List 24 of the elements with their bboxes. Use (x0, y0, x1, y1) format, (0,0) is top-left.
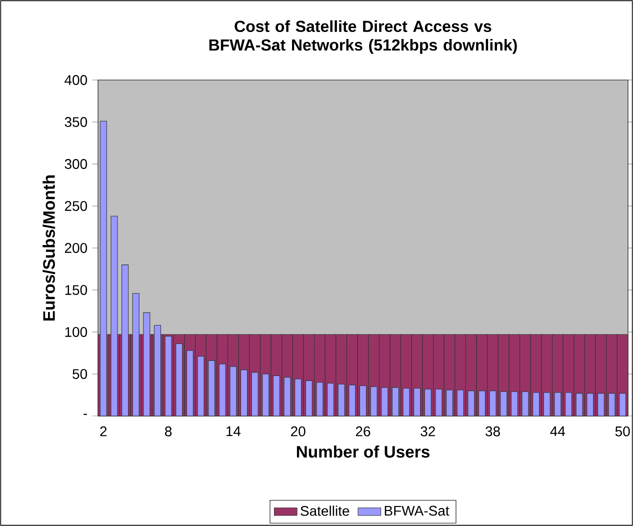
bar (143, 312, 150, 416)
x-tick-label: 20 (291, 426, 306, 436)
y-tick-label: 250 (64, 201, 88, 211)
x-axis-title: Number of Users (296, 445, 430, 458)
x-tick-label: 44 (550, 426, 566, 436)
legend-label: Satellite (300, 506, 350, 516)
x-tick-label: 38 (486, 426, 500, 436)
y-tick-label: 400 (64, 75, 88, 85)
x-tick-label: 2 (100, 426, 107, 436)
x-tick-label: 14 (226, 426, 241, 436)
y-axis-title: Euros/Subs/Month (42, 175, 56, 321)
y-tick-label: - (84, 414, 87, 415)
x-tick-label: 50 (615, 426, 630, 436)
y-tick-label: 100 (65, 327, 88, 337)
y-tick-label: 150 (65, 285, 88, 295)
y-tick-label: 350 (64, 117, 88, 127)
chart-title: Cost of Satellite Direct Access vs BFWA-Sat Networks (512kbps downlink) (209, 20, 517, 54)
y-tick-label: 300 (64, 159, 88, 169)
legend-label: BFWA-Sat (384, 506, 450, 516)
x-tick-label: 8 (165, 426, 172, 436)
x-tick-label: 32 (420, 426, 435, 436)
y-tick-label: 50 (72, 369, 88, 379)
y-tick-label: 200 (64, 243, 88, 253)
x-tick-label: 26 (356, 426, 370, 436)
